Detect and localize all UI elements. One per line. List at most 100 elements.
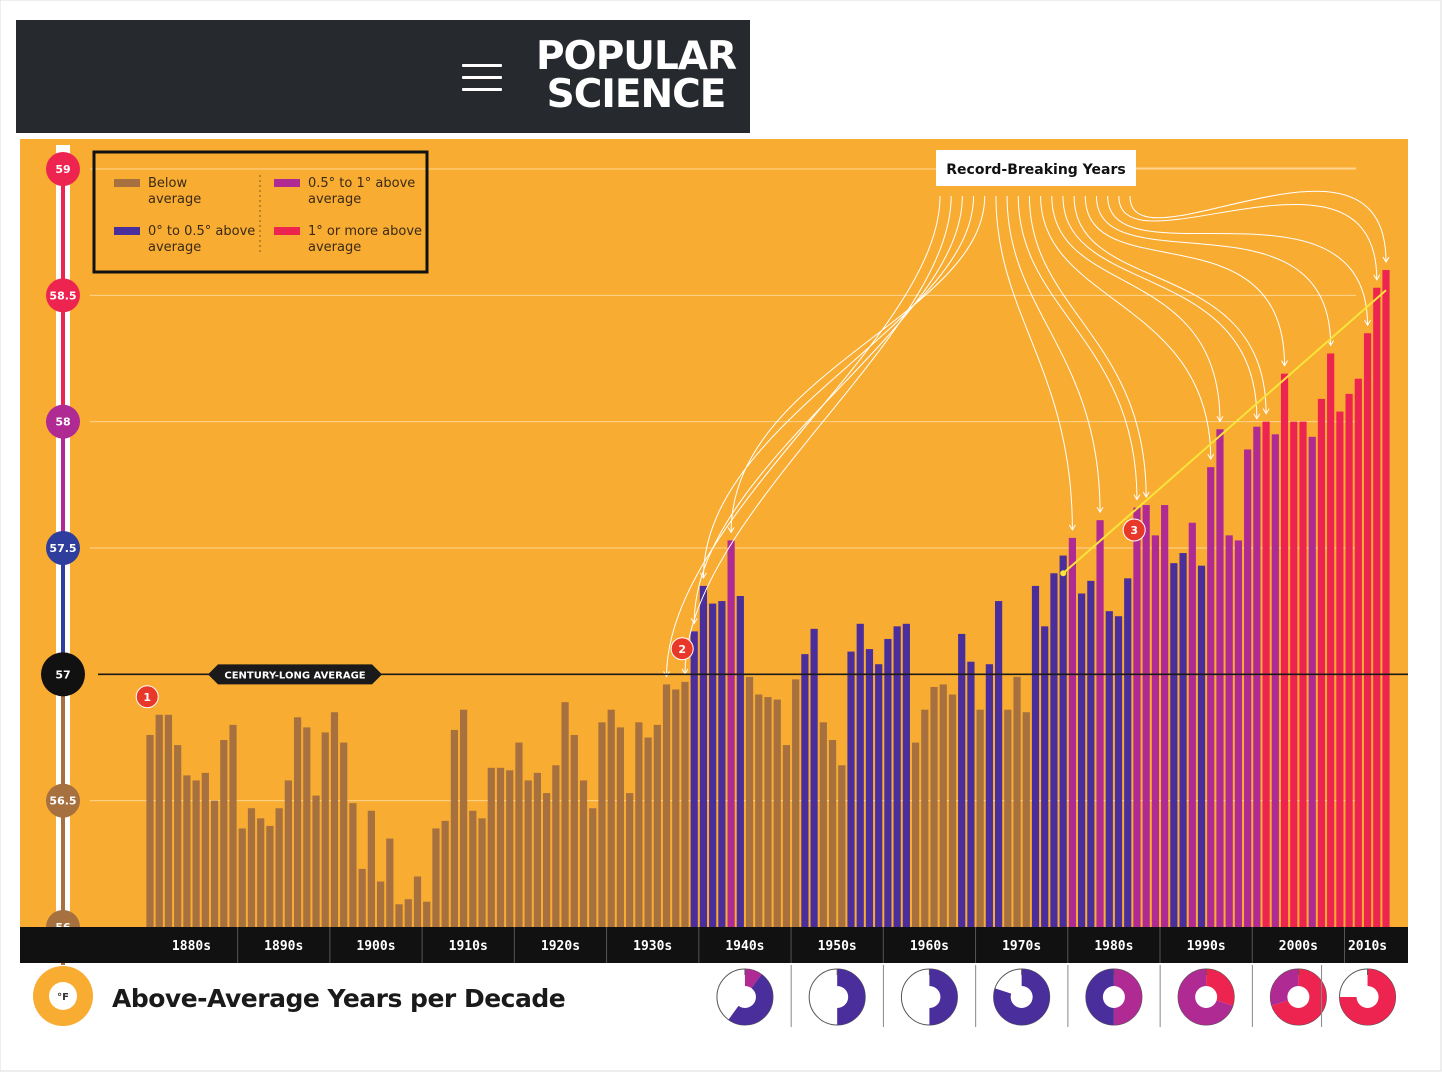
bar: [1050, 573, 1058, 927]
bar: [690, 631, 698, 927]
record-label: Record-Breaking Years: [946, 162, 1125, 178]
bar: [155, 714, 163, 927]
bar: [1013, 676, 1021, 927]
bar: [589, 808, 597, 927]
bar: [579, 780, 588, 927]
record-arrowhead: [700, 572, 707, 579]
hamburger-icon[interactable]: [462, 62, 502, 94]
y-tick-label: 57.5: [49, 542, 76, 555]
bar: [653, 724, 661, 927]
bar: [460, 709, 468, 927]
bar: [810, 628, 818, 927]
bar: [247, 808, 256, 927]
bar: [1308, 436, 1316, 927]
legend-one-plus-label-line1: 1° or more above: [308, 224, 422, 239]
bar: [727, 540, 735, 927]
brand-line-1: POPULAR: [535, 34, 737, 79]
bar: [1004, 709, 1012, 927]
bar: [164, 714, 173, 927]
bar: [174, 745, 182, 927]
bar: [792, 679, 800, 927]
bar: [533, 772, 542, 927]
decade-label: 1940s: [725, 939, 764, 954]
thermometer-segment: [61, 420, 65, 547]
bar: [755, 694, 763, 927]
record-arrowhead: [1068, 524, 1076, 531]
bar: [699, 585, 708, 927]
bar: [312, 795, 320, 927]
trend-start-dot: [1060, 570, 1067, 577]
bar: [349, 803, 357, 927]
legend-one-plus-swatch: [274, 227, 300, 235]
decade-label: 1970s: [1002, 939, 1041, 954]
record-arrowhead: [690, 618, 698, 625]
decade-axis-band: [20, 927, 1408, 963]
bar: [1354, 378, 1362, 927]
record-arrowhead: [727, 527, 735, 534]
bar: [1244, 449, 1252, 927]
bar: [395, 904, 403, 927]
record-arrow: [684, 195, 952, 674]
record-arrow: [1084, 195, 1286, 366]
bar: [340, 742, 348, 927]
record-arrow: [1073, 195, 1267, 414]
bar: [626, 793, 634, 927]
thermometer-segment: [61, 547, 65, 672]
bar: [1345, 393, 1353, 928]
decade-label: 2010s: [1348, 939, 1387, 954]
bar: [404, 899, 412, 927]
bar: [598, 722, 606, 927]
bar: [524, 780, 532, 927]
bar: [958, 633, 966, 927]
record-arrowhead: [1262, 408, 1270, 415]
decade-label: 1980s: [1094, 939, 1133, 954]
record-arrowhead: [1207, 453, 1215, 461]
bar: [1031, 585, 1040, 927]
record-arrow: [995, 195, 1073, 530]
bar: [1142, 505, 1150, 927]
bar: [902, 623, 910, 927]
pie-hole: [1195, 986, 1218, 1008]
decade-label: 1910s: [449, 939, 488, 954]
record-arrow: [666, 195, 941, 677]
record-arrow: [1107, 195, 1369, 326]
y-tick-label: 56.5: [49, 795, 76, 808]
bar: [1373, 287, 1381, 928]
y-tick-label: 58.5: [49, 289, 76, 302]
legend-zero-half-swatch: [114, 227, 140, 235]
bar: [266, 825, 274, 927]
brand-logo[interactable]: POPULAR SCIENCE: [531, 34, 741, 114]
record-arrowhead: [1096, 506, 1104, 514]
bar: [257, 818, 265, 927]
bar: [930, 686, 938, 927]
legend-one-plus-label-line2: average: [308, 240, 361, 255]
record-arrowhead: [1216, 415, 1224, 423]
bar: [745, 676, 754, 927]
pie-hole: [1102, 986, 1125, 1008]
record-arrowhead: [1142, 491, 1150, 499]
bar: [376, 881, 385, 927]
legend-half-one-swatch: [274, 179, 300, 187]
bar: [616, 727, 625, 927]
bar: [229, 724, 237, 927]
bar: [183, 775, 191, 927]
bar: [358, 868, 366, 927]
record-arrowhead: [1253, 413, 1261, 420]
annotation-marker-label: 3: [1130, 524, 1138, 537]
average-label: CENTURY-LONG AVERAGE: [224, 670, 365, 681]
bar: [238, 828, 246, 927]
decade-label: 1950s: [818, 939, 857, 954]
record-arrowhead: [1327, 340, 1335, 347]
annotation-marker-label: 2: [678, 643, 686, 656]
legend-below-swatch: [114, 179, 140, 187]
bar: [856, 623, 864, 927]
pie-hole: [918, 986, 941, 1008]
y-tick-label: 57: [55, 668, 70, 681]
bar: [284, 780, 292, 927]
y-tick-label: 59: [55, 163, 70, 176]
bar: [552, 765, 560, 927]
decade-label: 2000s: [1279, 939, 1318, 954]
bar: [994, 601, 1003, 927]
legend-half-one-label-line1: 0.5° to 1° above: [308, 176, 415, 191]
